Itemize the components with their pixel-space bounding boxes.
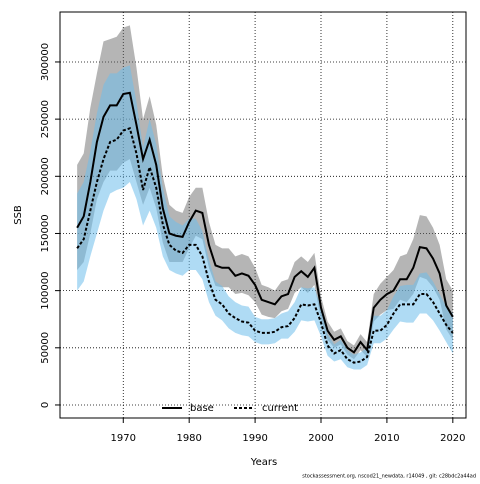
y-tick-label: 150000 [40, 214, 51, 252]
x-axis-label: Years [250, 457, 277, 468]
footnote: stockassessment.org, nscod21_newdata, r1… [302, 474, 476, 480]
y-tick-label: 300000 [40, 43, 51, 81]
legend-label: current [262, 403, 298, 414]
x-tick-label: 2000 [308, 433, 333, 444]
series-line [76, 91, 454, 354]
y-tick-label: 200000 [40, 157, 51, 195]
x-tick-label: 1990 [242, 433, 267, 444]
y-tick-label: 50000 [40, 332, 51, 364]
y-tick-label: 100000 [40, 272, 51, 310]
x-tick-label: 1970 [111, 433, 136, 444]
y-tick-label: 0 [40, 402, 51, 408]
x-tick-label: 2010 [374, 433, 399, 444]
x-tick-label: 1980 [176, 433, 201, 444]
legend-label: base [190, 403, 214, 414]
series-line [76, 126, 454, 364]
plot-frame [59, 11, 467, 419]
y-axis-label: SSB [13, 205, 24, 225]
x-tick-label: 2020 [440, 433, 465, 444]
confidence-band [77, 65, 453, 370]
y-tick-label: 250000 [40, 100, 51, 138]
